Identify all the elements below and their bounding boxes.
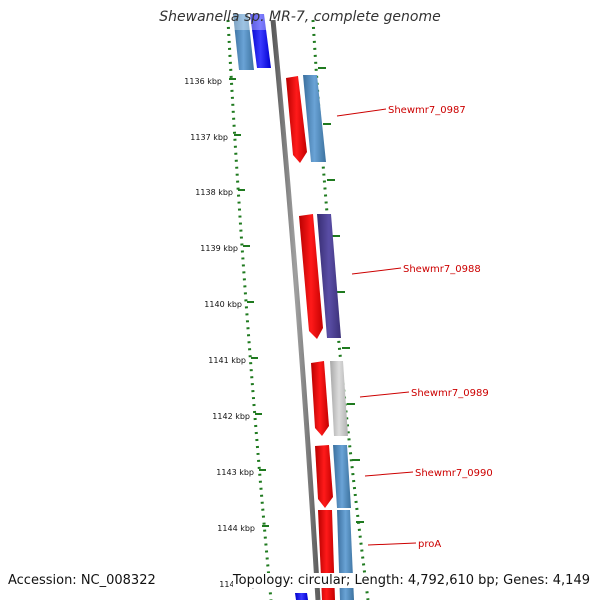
ruler-tick-label: 1139 kbp	[200, 244, 238, 253]
ruler-tick-label: 1144 kbp	[217, 524, 255, 533]
function-feature	[303, 75, 326, 162]
ruler-ticks	[229, 78, 272, 583]
outer-dotted-circle	[311, 19, 370, 600]
gene-label: Shewmr7_0988	[403, 264, 481, 275]
ruler-tick-label: 1141 kbp	[208, 356, 246, 365]
ruler-tick-label: 1140 kbp	[204, 300, 242, 309]
gene-shewmr7-0988[interactable]: Shewmr7_0988	[299, 214, 481, 339]
function-feature	[333, 445, 351, 508]
genome-backbone	[270, 19, 321, 600]
genome-summary: Topology: circular; Length: 4,792,610 bp…	[232, 573, 590, 588]
top-backbone-overlay	[232, 14, 266, 30]
ruler-tick-label: 1136 kbp	[184, 77, 222, 86]
ruler-dotted-line	[226, 19, 273, 600]
gene-label: Shewmr7_0987	[388, 105, 466, 116]
top-blue-feature	[250, 14, 271, 68]
ruler-tick-label: 1142 kbp	[212, 412, 250, 421]
outer-ticks	[318, 67, 364, 523]
cds-feature	[299, 214, 323, 339]
cds-feature	[315, 445, 333, 508]
label-leader	[367, 542, 417, 546]
label-leader	[336, 108, 387, 117]
gene-label: Shewmr7_0989	[411, 388, 489, 399]
gene-shewmr7-0990[interactable]: Shewmr7_0990	[315, 445, 493, 508]
ruler-labels: 1136 kbp 1137 kbp 1138 kbp 1139 kbp 1140…	[184, 77, 257, 589]
label-leader	[351, 267, 402, 275]
accession-label: Accession: NC_008322	[8, 573, 156, 588]
function-feature	[317, 214, 341, 338]
function-feature	[330, 361, 348, 436]
ruler-tick-label: 1137 kbp	[190, 133, 228, 142]
ruler-tick-label: 1143 kbp	[216, 468, 254, 477]
gene-label: proA	[418, 539, 441, 550]
label-leader	[364, 471, 414, 477]
gene-shewmr7-0989[interactable]: Shewmr7_0989	[311, 361, 489, 436]
label-leader	[359, 391, 410, 398]
bottom-blue-feature	[295, 593, 308, 600]
top-function-feature	[233, 14, 254, 70]
cds-feature	[311, 361, 329, 436]
cds-feature	[286, 76, 307, 163]
genome-title: Shewanella sp. MR-7, complete genome	[159, 9, 441, 25]
ruler-tick-label: 1138 kbp	[195, 188, 233, 197]
gene-label: Shewmr7_0990	[415, 468, 493, 479]
gene-shewmr7-0987[interactable]: Shewmr7_0987	[286, 75, 466, 163]
